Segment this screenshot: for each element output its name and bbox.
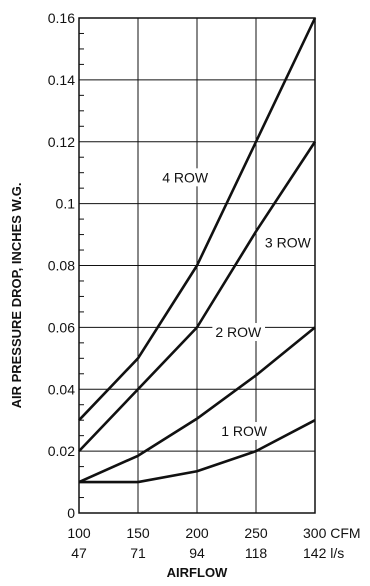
x-tick-label-cfm: 300 CFM xyxy=(303,525,361,541)
series-label-background xyxy=(159,168,212,187)
x-tick-label-ls: 118 xyxy=(245,545,268,561)
series-label-background xyxy=(212,323,266,342)
x-tick-label-ls: 71 xyxy=(130,545,146,561)
series-label-3-row: 3 ROW xyxy=(261,233,315,252)
axis-layer: 0 0.02 0.04 0.06 0.08 0.1 0.12 0.14 0.16 100 47 150… xyxy=(48,10,361,561)
y-tick-label: 0.16 xyxy=(48,10,75,26)
x-axis-title: AIRFLOW xyxy=(167,565,228,580)
series-label-1-row: 1 ROW xyxy=(218,422,271,441)
x-tick-label-cfm: 250 xyxy=(244,525,268,541)
series-label-background xyxy=(218,422,271,441)
series-label-4-row: 4 ROW xyxy=(159,168,212,187)
y-tick-label: 0 xyxy=(67,505,75,521)
series-layer xyxy=(78,17,317,484)
x-tick-label-ls: 94 xyxy=(189,545,205,561)
x-tick-label-cfm: 150 xyxy=(126,525,150,541)
series-line-1-row xyxy=(79,419,316,484)
series-line-4-row xyxy=(78,17,317,422)
series-label-2-row: 2 ROW xyxy=(212,323,266,342)
series-label-layer: 1 ROW 2 ROW 3 ROW 4 ROW xyxy=(159,168,315,441)
series-line-2-row xyxy=(78,326,316,484)
series-label-background xyxy=(261,233,315,252)
series-label-text: 3 ROW xyxy=(265,234,312,250)
x-tick-label-ls: 47 xyxy=(71,545,87,561)
series-label-text: 1 ROW xyxy=(221,423,268,439)
y-tick-label: 0.06 xyxy=(48,319,75,335)
x-tick-label-cfm: 100 xyxy=(67,525,91,541)
x-tick-label-ls: 142 l/s xyxy=(303,545,344,561)
series-label-text: 2 ROW xyxy=(215,324,262,340)
series-label-text: 4 ROW xyxy=(162,169,209,185)
series-line-3-row xyxy=(78,141,317,453)
y-tick-label: 0.02 xyxy=(48,443,75,459)
y-tick-label: 0.12 xyxy=(48,134,75,150)
y-tick-label: 0.08 xyxy=(48,258,75,274)
plot-frame xyxy=(78,17,316,514)
y-tick-label: 0.04 xyxy=(48,381,75,397)
y-tick-label: 0.14 xyxy=(48,72,75,88)
y-axis-title: AIR PRESSURE DROP, INCHES W.G. xyxy=(9,183,24,409)
x-tick-label-cfm: 200 xyxy=(185,525,209,541)
y-tick-label: 0.1 xyxy=(56,196,76,212)
